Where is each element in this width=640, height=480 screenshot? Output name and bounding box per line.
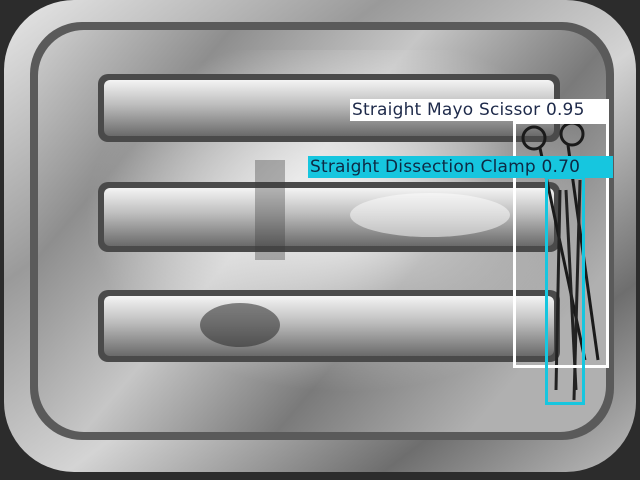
tray-slot-top <box>104 80 554 136</box>
detection-box-scissor <box>513 121 609 368</box>
detection-label-scissor: Straight Mayo Scissor 0.95 <box>350 99 609 121</box>
tray-slot-bottom <box>104 296 554 356</box>
clamp-shape <box>554 179 582 401</box>
detection-label-clamp: Straight Dissection Clamp 0.70 <box>308 156 613 178</box>
detection-box-clamp <box>545 176 585 405</box>
